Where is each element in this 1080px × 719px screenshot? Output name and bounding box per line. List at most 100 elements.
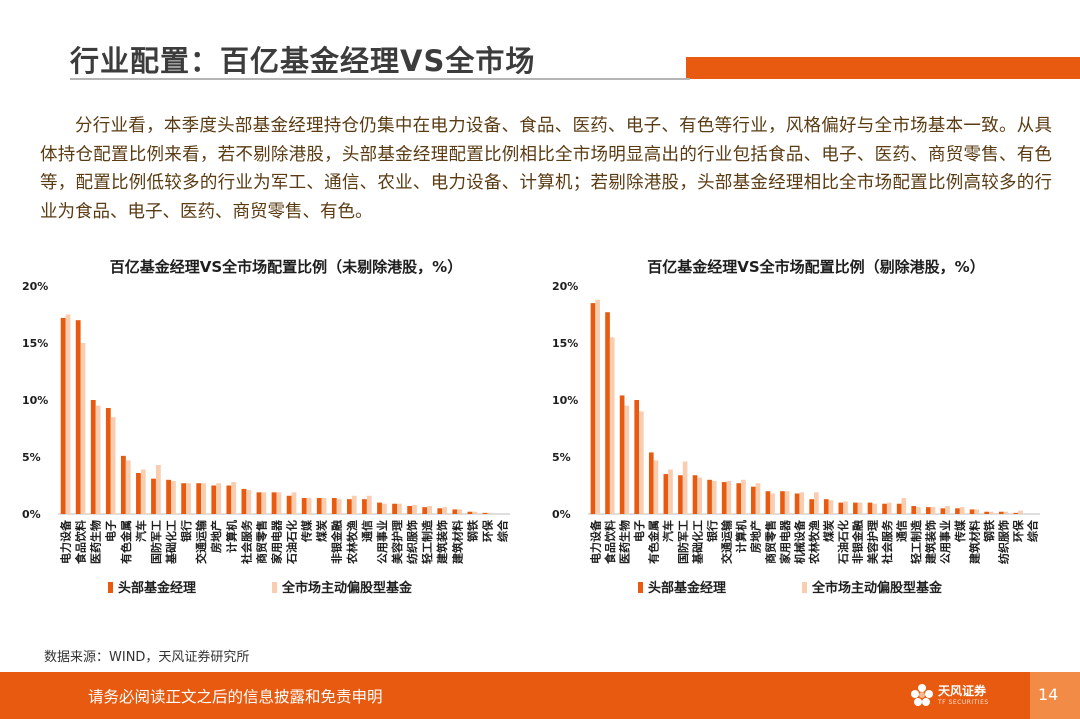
legend-label-top-managers: 头部基金经理 [118, 580, 196, 596]
bar-market [711, 480, 717, 514]
category-label: 传媒 [953, 519, 967, 543]
bar-top-managers [707, 479, 712, 514]
category-label: 建筑装饰 [924, 520, 938, 564]
bar-top-managers [211, 485, 217, 514]
disclaimer-link[interactable]: 请务必阅读正文之后的信息披露和免责申明 [88, 688, 383, 706]
chart-title: 百亿基金经理VS全市场配置比例（未剔除港股，%） [110, 258, 462, 276]
legend-label-top-managers: 头部基金经理 [648, 580, 726, 596]
bar-market [427, 506, 432, 514]
bar-market [726, 480, 732, 514]
category-label: 电力设备 [588, 519, 602, 564]
category-label: 通信 [360, 520, 374, 542]
bar-market [974, 509, 980, 514]
category-label: 传媒 [300, 519, 314, 543]
bar-top-managers [166, 479, 171, 514]
legend-label-market: 全市场主动偏股型基金 [281, 580, 413, 596]
legend-swatch-market [802, 582, 807, 593]
category-label: 机械设备 [792, 519, 806, 564]
category-label: 环保 [480, 519, 494, 542]
bar-top-managers [955, 508, 960, 514]
bar-market [261, 492, 267, 514]
logo-subtitle: TF SECURITIES [938, 699, 989, 706]
bar-top-managers [838, 502, 844, 514]
bar-market [959, 507, 965, 514]
bar-top-managers [648, 452, 654, 514]
bar-market [231, 482, 237, 514]
bar-top-managers [721, 482, 727, 514]
category-label: 轻工制造 [420, 519, 434, 564]
bar-market [155, 464, 161, 514]
bar-top-managers [853, 502, 858, 514]
bar-market [110, 417, 116, 514]
bar-top-managers [452, 509, 458, 514]
category-label: 基础化工 [690, 520, 704, 565]
bar-top-managers [75, 320, 81, 514]
bar-top-managers [136, 472, 141, 514]
flower-logo-icon [911, 684, 933, 706]
bar-top-managers [780, 491, 785, 514]
y-tick-label: 5% [552, 451, 571, 464]
bar-top-managers [765, 491, 771, 514]
category-label: 环保 [1011, 519, 1025, 542]
bar-top-managers [392, 503, 397, 514]
bar-market [336, 499, 342, 514]
bar-top-managers [590, 303, 596, 514]
category-label: 有色金属 [119, 520, 133, 564]
bar-top-managers [181, 483, 187, 514]
page-number: 14 [1038, 685, 1059, 704]
bar-top-managers [751, 486, 756, 514]
category-label: 社会服务 [880, 519, 894, 565]
category-label: 计算机 [734, 520, 748, 553]
bar-market [639, 411, 644, 514]
category-label: 房地产 [749, 520, 763, 553]
bar-top-managers [271, 492, 277, 514]
category-label: 美容护理 [865, 520, 879, 564]
bar-top-managers [809, 499, 814, 514]
y-tick-label: 5% [22, 451, 41, 464]
category-label: 商贸零售 [254, 520, 268, 564]
company-logo: 天风证券 TF SECURITIES [910, 678, 1030, 714]
y-tick-label: 15% [22, 337, 48, 350]
bar-market [843, 501, 848, 514]
bar-top-managers [692, 475, 698, 514]
bar-market [741, 479, 746, 514]
bar-top-managers [377, 502, 382, 514]
y-tick-label: 0% [22, 508, 41, 521]
bar-top-managers [105, 407, 111, 514]
category-label: 非银金融 [330, 520, 344, 564]
bar-top-managers [1013, 512, 1019, 514]
bar-market [487, 512, 493, 514]
bar-top-managers [362, 499, 367, 514]
category-label: 石油石化 [285, 520, 299, 565]
category-label: 商贸零售 [763, 520, 777, 564]
bar-market [306, 498, 312, 514]
category-label: 非银金融 [851, 520, 865, 564]
bar-top-managers [998, 511, 1004, 514]
category-label: 石油石化 [836, 520, 850, 565]
y-tick-label: 20% [22, 280, 48, 293]
bar-market [276, 492, 282, 514]
category-label: 钢铁 [982, 520, 996, 542]
category-label: 综合 [495, 519, 509, 542]
category-label: 汽车 [134, 520, 148, 542]
legend-label-market: 全市场主动偏股型基金 [811, 580, 943, 596]
bar-top-managers [896, 503, 902, 514]
bar-market [412, 504, 417, 514]
category-label: 交通运输 [194, 519, 208, 564]
bar-market [828, 500, 834, 514]
bar-market [125, 460, 131, 514]
category-label: 社会服务 [239, 519, 253, 565]
category-label: 煤炭 [822, 520, 836, 542]
bar-market [930, 507, 936, 514]
category-label: 公用事业 [938, 520, 952, 564]
y-tick-label: 10% [552, 394, 578, 407]
bar-top-managers [226, 485, 232, 514]
bar-top-managers [256, 492, 262, 514]
bar-market [171, 480, 176, 514]
bar-market [397, 503, 402, 514]
category-label: 建筑材料 [967, 520, 981, 564]
title-accent-bar [686, 57, 1080, 79]
bar-market [653, 460, 659, 514]
bar-market [682, 461, 688, 514]
category-label: 国防军工 [676, 520, 690, 564]
